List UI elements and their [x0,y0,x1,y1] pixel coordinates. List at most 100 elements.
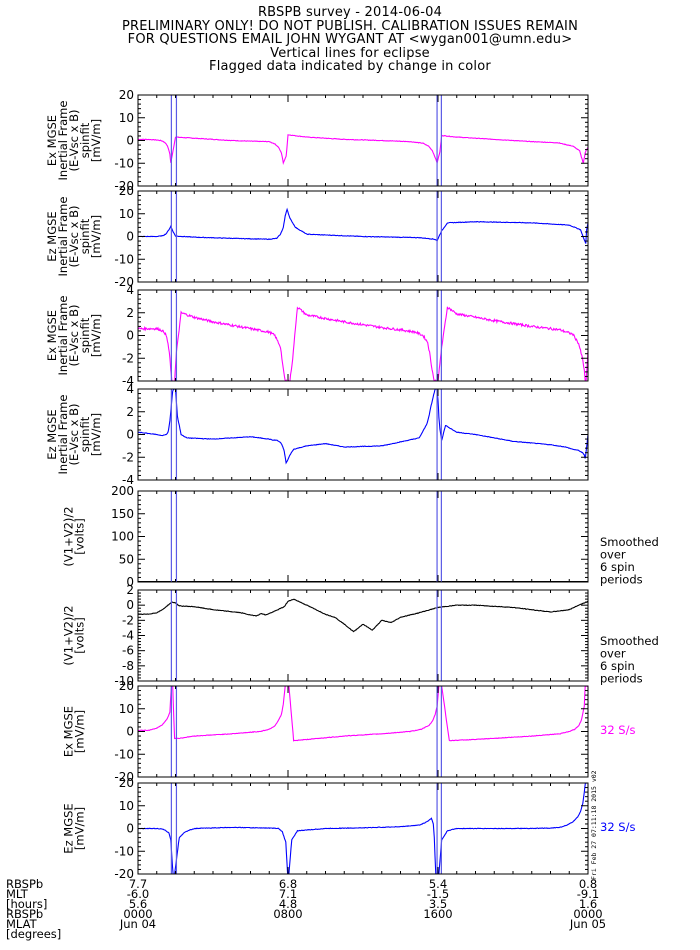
x-tick-label: 5.4 [429,877,447,891]
y-axis-label-line: [mV/m] [73,710,87,753]
y-tick-label: 2 [126,405,134,419]
y-tick-label: 20 [119,679,134,693]
y-tick-label: 0 [126,575,134,589]
panel-frame [137,289,589,382]
y-axis-label-line: Ez MGSE [62,803,76,853]
y-tick-label: -10 [114,844,134,858]
panel-8: -20 -10 0 10 20 Ez MGSE[mV/m] 32 S/s [62,776,636,881]
y-tick-label: 10 [119,799,134,813]
y-tick-label: -2 [122,613,134,627]
header-warning: PRELIMINARY ONLY! DO NOT PUBLISH. CALIBR… [121,18,579,34]
y-axis-label-line: (E-Vsc x B) [67,206,81,268]
series-line-panel-7 [138,686,588,742]
y-tick-label: -20 [114,275,134,289]
x-tick-label: 6.8 [279,877,297,891]
y-axis-label-line: Inertial Frame [56,101,70,181]
y-axis-label-line: spinfit [78,416,92,452]
side-annotation: 6 spin [600,560,635,574]
y-tick-label: -8 [122,659,134,673]
side-annotation: Smoothed [600,634,659,648]
y-axis-label-line: (E-Vsc x B) [67,110,81,172]
plot-header: RBSPB survey - 2014-06-04 PRELIMINARY ON… [0,6,700,74]
y-axis-label-line: (V1+V2)/2 [62,506,76,566]
y-axis-label-line: (E-Vsc x B) [67,305,81,367]
y-tick-label: 200 [111,484,134,498]
y-tick-label: 10 [119,207,134,221]
y-tick-label: 0 [126,329,134,343]
y-tick-label: 10 [119,702,134,716]
panel-frame [137,589,589,682]
x-row-label: [hours] [6,897,47,911]
side-annotation: 32 S/s [600,820,635,834]
y-tick-label: 4 [126,283,134,297]
x-tick-label: 5.6 [129,897,147,911]
x-tick-label: 1.6 [579,897,597,911]
y-tick-label: -10 [114,747,134,761]
y-tick-label: -20 [114,867,134,881]
header-eclipse-note: Vertical lines for eclipse [270,45,430,61]
y-tick-label: 20 [119,88,134,102]
y-tick-label: 20 [119,184,134,198]
y-tick-label: 0 [126,428,134,442]
y-axis-label-line: (V1+V2)/2 [62,605,76,665]
x-row-label: RBSPb [6,877,43,891]
x-tick-label: 0.8 [579,877,597,891]
y-axis-label-line: [mV/m] [89,215,103,258]
y-axis-label-line: [mV/m] [73,807,87,850]
y-axis-label-line: Inertial Frame [56,197,70,277]
y-axis-label-line: spinfit [78,122,92,158]
side-annotation: over [600,548,626,562]
x-tick-label: 4.8 [279,897,297,911]
y-axis-label-line: spinfit [78,317,92,353]
x-row-label: RBSPb [6,907,43,921]
y-tick-label: -4 [122,473,134,487]
y-tick-label: 50 [119,552,134,566]
x-row-label: [degrees] [6,927,61,941]
y-tick-label: -4 [122,374,134,388]
side-annotation: 32 S/s [600,723,635,737]
y-axis-label-line: Ez MGSE [45,211,59,261]
side-annotation: periods [600,672,643,686]
y-axis-label-line: Inertial Frame [56,395,70,475]
x-row-label: MLAT [6,917,38,931]
y-tick-label: -10 [114,252,134,266]
y-tick-label: -10 [114,674,134,688]
panel-7: -20 -10 0 10 20 Ex MGSE[mV/m] 32 S/s [62,679,636,784]
y-axis-label-line: [mV/m] [89,119,103,162]
panel-frame [137,388,589,481]
series-line-panel-2 [138,207,588,244]
y-axis-label-line: Ex MGSE [45,310,59,361]
y-axis-label-line: [volts] [73,617,87,654]
y-axis-label-line: [mV/m] [89,314,103,357]
y-axis-label-line: Ex MGSE [62,706,76,757]
y-axis-label-line: Inertial Frame [56,296,70,376]
x-tick-label: -1.5 [427,887,449,901]
y-tick-label: -20 [114,179,134,193]
header-flag-note: Flagged data indicated by change in colo… [209,59,491,74]
y-tick-label: 0 [126,725,134,739]
y-tick-label: 150 [111,507,134,521]
y-axis-label-line: spinfit [78,218,92,254]
y-tick-label: 4 [126,382,134,396]
y-tick-label: 20 [119,776,134,790]
y-tick-label: -20 [114,770,134,784]
y-axis-label-line: Ez MGSE [45,409,59,459]
y-axis-label-line: (E-Vsc x B) [67,404,81,466]
y-tick-label: -4 [122,629,134,643]
y-tick-label: 0 [126,598,134,612]
x-tick-label: -9.1 [577,887,599,901]
y-axis-label-line: Ex MGSE [45,115,59,166]
y-tick-label: -10 [114,156,134,170]
panel-frame [137,685,589,778]
x-tick-label: 0800 [273,907,302,921]
series-line-panel-6 [138,598,588,633]
header-contact: FOR QUESTIONS EMAIL JOHN WYGANT AT <wyga… [127,32,573,47]
x-tick-label: 7.7 [129,877,147,891]
x-tick-label: 3.5 [429,897,447,911]
y-tick-label: 100 [111,530,134,544]
y-tick-label: 2 [126,306,134,320]
